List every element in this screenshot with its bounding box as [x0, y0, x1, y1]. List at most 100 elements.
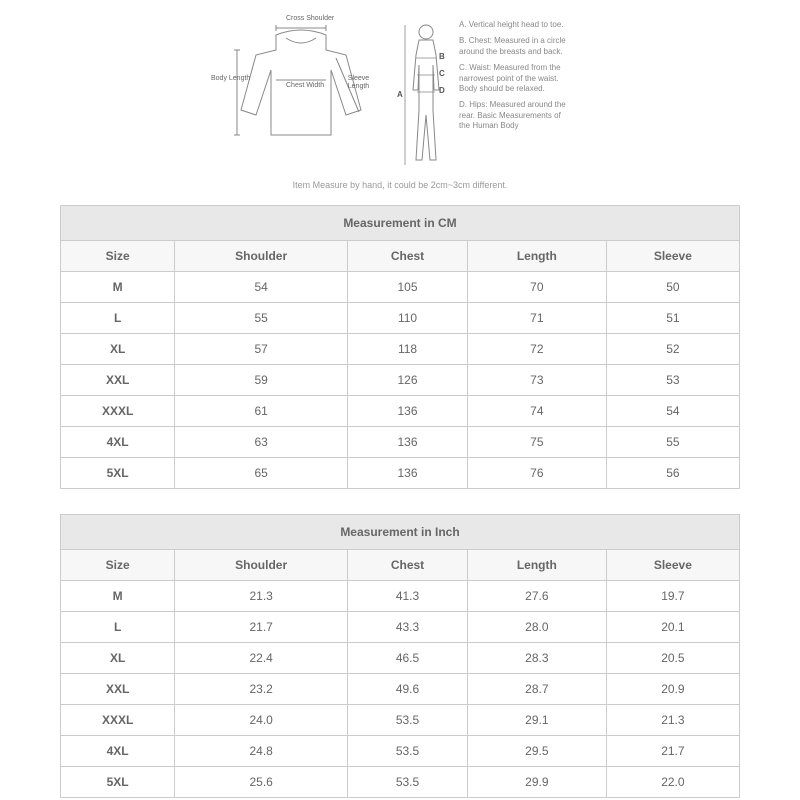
- table-cell: 53.5: [348, 767, 468, 798]
- column-header: Sleeve: [606, 550, 739, 581]
- table-cell: XL: [61, 643, 175, 674]
- table-cell: 28.0: [467, 612, 606, 643]
- body-marker-b: B: [439, 52, 445, 61]
- table-cell: 46.5: [348, 643, 468, 674]
- label-chest-width: Chest Width: [286, 82, 324, 90]
- column-header: Shoulder: [175, 550, 348, 581]
- table-cell: 4XL: [61, 736, 175, 767]
- table-cell: XXXL: [61, 705, 175, 736]
- table-cell: 4XL: [61, 427, 175, 458]
- table-row: L21.743.328.020.1: [61, 612, 740, 643]
- table-cell: 51: [606, 303, 739, 334]
- table-cell: 43.3: [348, 612, 468, 643]
- table-cell: 72: [467, 334, 606, 365]
- table-cell: 24.0: [175, 705, 348, 736]
- table-row: 4XL24.853.529.521.7: [61, 736, 740, 767]
- table-cell: 20.9: [606, 674, 739, 705]
- table-cell: 22.4: [175, 643, 348, 674]
- table-cell: 105: [348, 272, 468, 303]
- legend-a: A. Vertical height head to toe.: [459, 20, 569, 30]
- table-cell: 53.5: [348, 736, 468, 767]
- table-row: 4XL631367555: [61, 427, 740, 458]
- table-cell: 136: [348, 458, 468, 489]
- table-cell: 19.7: [606, 581, 739, 612]
- body-figure: A B C D: [401, 20, 451, 170]
- table-cell: 49.6: [348, 674, 468, 705]
- table-cell: L: [61, 303, 175, 334]
- garment-diagram: Cross Shoulder Body Length Chest Width S…: [231, 20, 371, 150]
- table-cell: 20.1: [606, 612, 739, 643]
- table-cell: 25.6: [175, 767, 348, 798]
- table-cell: 41.3: [348, 581, 468, 612]
- table-cell: 55: [175, 303, 348, 334]
- table-row: XXL591267353: [61, 365, 740, 396]
- disclaimer-text: Item Measure by hand, it could be 2cm~3c…: [60, 180, 740, 190]
- table-cell: 65: [175, 458, 348, 489]
- table-cell: 110: [348, 303, 468, 334]
- legend-d: D. Hips: Measured around the rear. Basic…: [459, 100, 569, 131]
- table-row: M21.341.327.619.7: [61, 581, 740, 612]
- body-legend: A. Vertical height head to toe. B. Chest…: [459, 20, 569, 170]
- table-cell: 28.7: [467, 674, 606, 705]
- table-cell: 57: [175, 334, 348, 365]
- table-cm-header-row: SizeShoulderChestLengthSleeve: [61, 241, 740, 272]
- table-cell: 73: [467, 365, 606, 396]
- table-cell: 56: [606, 458, 739, 489]
- table-row: M541057050: [61, 272, 740, 303]
- table-cell: XXL: [61, 365, 175, 396]
- table-cell: 22.0: [606, 767, 739, 798]
- table-cm: Measurement in CM SizeShoulderChestLengt…: [60, 205, 740, 489]
- table-cm-body: M541057050L551107151XL571187252XXL591267…: [61, 272, 740, 489]
- table-cell: L: [61, 612, 175, 643]
- column-header: Size: [61, 241, 175, 272]
- table-cell: 52: [606, 334, 739, 365]
- table-cell: M: [61, 272, 175, 303]
- body-diagram: A B C D A. Vertical height head to toe. …: [401, 20, 569, 170]
- table-inch-body: M21.341.327.619.7L21.743.328.020.1XL22.4…: [61, 581, 740, 798]
- label-cross-shoulder: Cross Shoulder: [286, 15, 334, 23]
- table-cell: 53.5: [348, 705, 468, 736]
- column-header: Length: [467, 550, 606, 581]
- table-row: 5XL651367656: [61, 458, 740, 489]
- table-cell: 136: [348, 427, 468, 458]
- table-cell: 28.3: [467, 643, 606, 674]
- table-cell: 75: [467, 427, 606, 458]
- column-header: Shoulder: [175, 241, 348, 272]
- table-cell: 136: [348, 396, 468, 427]
- table-inch-header-row: SizeShoulderChestLengthSleeve: [61, 550, 740, 581]
- table-cell: 53: [606, 365, 739, 396]
- table-row: XXXL24.053.529.121.3: [61, 705, 740, 736]
- table-row: XXXL611367454: [61, 396, 740, 427]
- table-row: L551107151: [61, 303, 740, 334]
- body-marker-c: C: [439, 69, 445, 78]
- table-cell: 54: [175, 272, 348, 303]
- legend-c: C. Waist: Measured from the narrowest po…: [459, 63, 569, 94]
- table-row: 5XL25.653.529.922.0: [61, 767, 740, 798]
- table-cell: 55: [606, 427, 739, 458]
- table-cell: 71: [467, 303, 606, 334]
- table-cell: 59: [175, 365, 348, 396]
- table-cell: 21.7: [175, 612, 348, 643]
- table-cell: 63: [175, 427, 348, 458]
- table-cell: 21.7: [606, 736, 739, 767]
- table-cell: 29.5: [467, 736, 606, 767]
- label-sleeve-length: Sleeve Length: [346, 75, 371, 90]
- table-cell: 29.1: [467, 705, 606, 736]
- table-cell: 27.6: [467, 581, 606, 612]
- table-cell: XXL: [61, 674, 175, 705]
- diagram-row: Cross Shoulder Body Length Chest Width S…: [60, 20, 740, 170]
- table-cell: 21.3: [606, 705, 739, 736]
- column-header: Size: [61, 550, 175, 581]
- table-cell: 54: [606, 396, 739, 427]
- table-cell: 61: [175, 396, 348, 427]
- table-cell: 23.2: [175, 674, 348, 705]
- body-marker-d: D: [439, 86, 445, 95]
- table-row: XXL23.249.628.720.9: [61, 674, 740, 705]
- table-cell: 5XL: [61, 458, 175, 489]
- table-cell: 70: [467, 272, 606, 303]
- table-cell: XXXL: [61, 396, 175, 427]
- column-header: Sleeve: [606, 241, 739, 272]
- table-cm-title: Measurement in CM: [61, 206, 740, 241]
- table-row: XL571187252: [61, 334, 740, 365]
- table-cell: 5XL: [61, 767, 175, 798]
